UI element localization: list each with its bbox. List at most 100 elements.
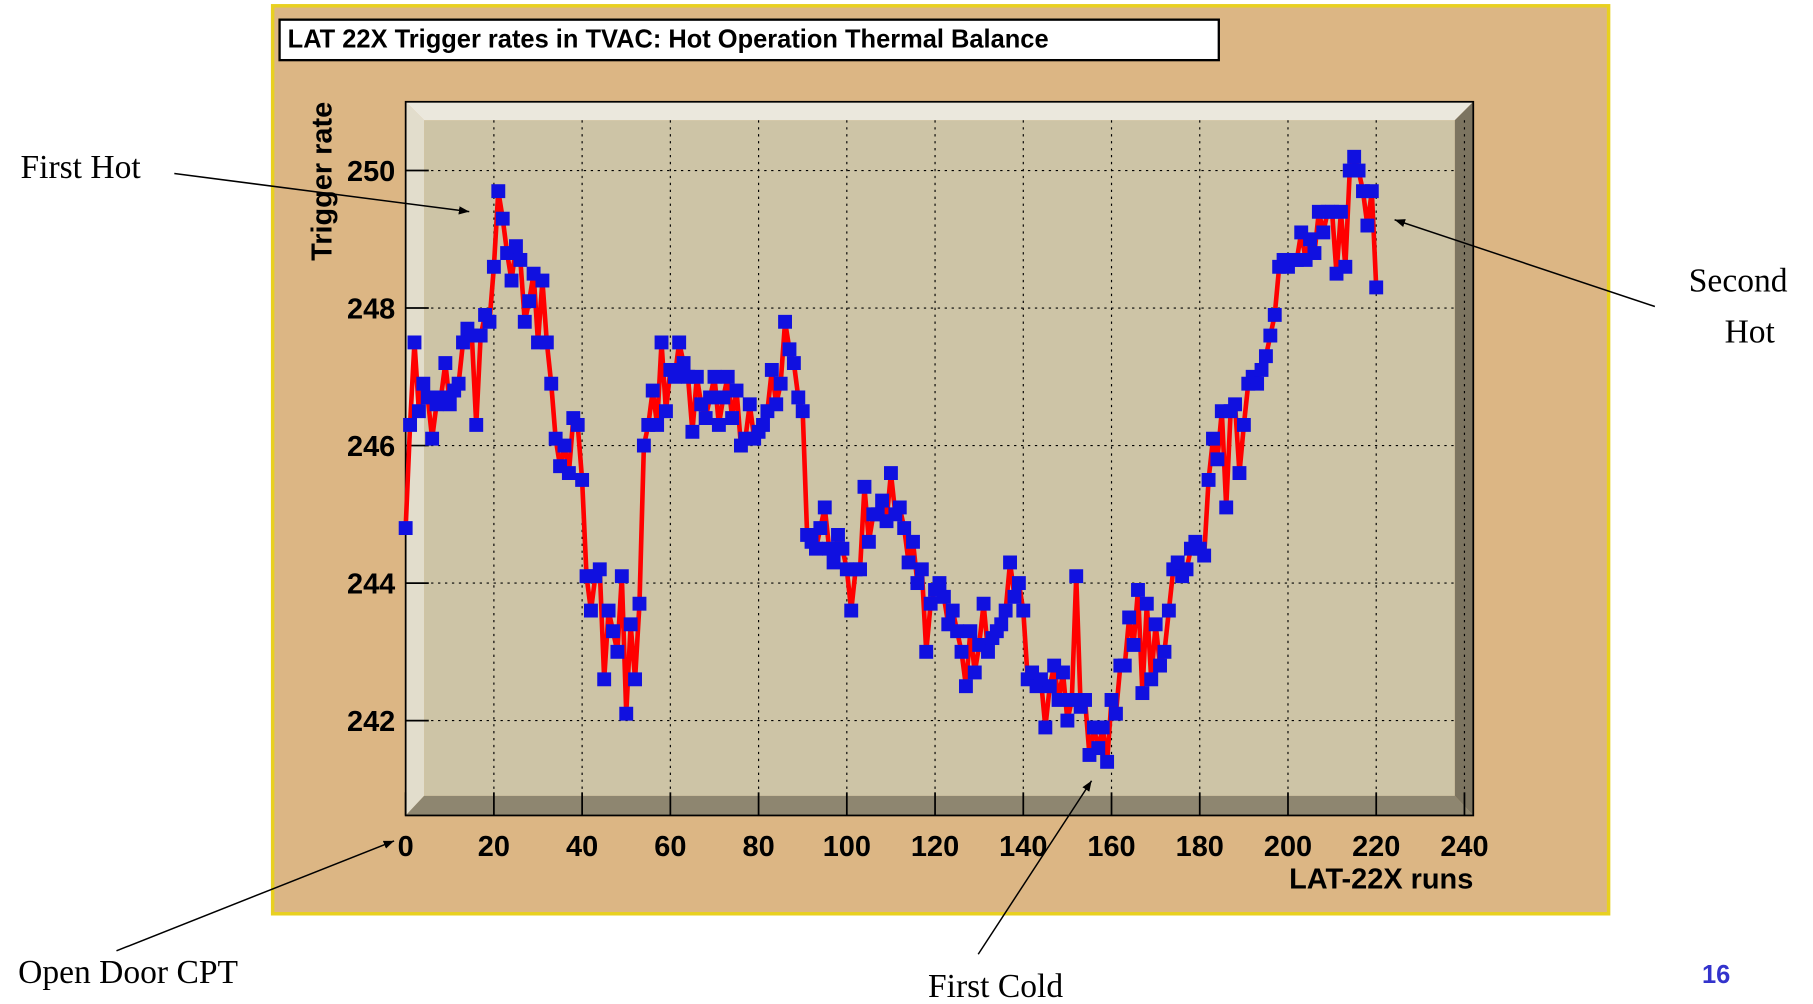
data-point bbox=[584, 603, 598, 618]
data-point bbox=[1338, 259, 1353, 274]
data-point bbox=[438, 356, 453, 370]
data-point bbox=[407, 335, 422, 350]
data-point bbox=[831, 528, 845, 542]
data-point bbox=[1307, 246, 1322, 260]
y-tick-label: 250 bbox=[347, 156, 395, 188]
data-point bbox=[1161, 603, 1176, 618]
data-point bbox=[1135, 686, 1150, 701]
data-point bbox=[764, 362, 779, 377]
data-point bbox=[1360, 218, 1375, 233]
data-point bbox=[1144, 672, 1159, 687]
data-point bbox=[654, 335, 669, 350]
data-point bbox=[1078, 693, 1092, 707]
data-point bbox=[614, 569, 629, 584]
data-point bbox=[1333, 204, 1348, 219]
bevel-bottom bbox=[405, 795, 1474, 816]
data-point bbox=[976, 596, 991, 611]
data-point bbox=[689, 369, 704, 384]
data-point bbox=[958, 679, 973, 694]
data-point bbox=[606, 624, 620, 639]
data-point bbox=[1250, 376, 1265, 391]
chart-title: LAT 22X Trigger rates in TVAC: Hot Opera… bbox=[288, 25, 1049, 53]
data-point bbox=[1104, 693, 1119, 707]
data-point bbox=[451, 376, 466, 391]
plot-content: 242 244 246 248 250 0 20 40 60 80 100 120 140 160 180 2… bbox=[347, 120, 1489, 863]
x-tick-label: 100 bbox=[823, 831, 871, 863]
data-point bbox=[636, 438, 651, 453]
data-point bbox=[1069, 569, 1084, 584]
annotation: Open Door CPT bbox=[18, 954, 238, 991]
data-point bbox=[981, 644, 995, 659]
y-tick-label: 246 bbox=[347, 431, 395, 463]
annotation: Second bbox=[1689, 262, 1788, 299]
data-point bbox=[808, 541, 823, 556]
data-point bbox=[826, 555, 841, 570]
data-point bbox=[1131, 583, 1145, 597]
data-point bbox=[482, 314, 497, 329]
data-point bbox=[1303, 232, 1317, 247]
data-point bbox=[932, 576, 947, 591]
x-tick-label: 240 bbox=[1440, 831, 1488, 863]
data-point bbox=[729, 383, 744, 398]
data-point bbox=[711, 417, 726, 432]
data-point bbox=[645, 383, 660, 398]
data-point bbox=[945, 603, 960, 618]
frame-border bbox=[404, 100, 1475, 817]
x-tick-label: 180 bbox=[1176, 831, 1224, 863]
data-point bbox=[1197, 548, 1212, 563]
x-tick-label: 140 bbox=[999, 831, 1047, 863]
annotation: First Cold bbox=[928, 968, 1063, 1004]
data-point bbox=[1228, 397, 1242, 412]
data-point bbox=[897, 521, 912, 536]
data-point bbox=[698, 411, 713, 425]
data-point bbox=[703, 390, 718, 405]
data-point bbox=[813, 521, 828, 536]
data-point bbox=[570, 417, 585, 432]
x-tick-label: 120 bbox=[911, 831, 959, 863]
data-point bbox=[954, 644, 969, 659]
data-point bbox=[425, 431, 440, 446]
y-tick-label: 242 bbox=[347, 706, 395, 738]
page-number: 16 bbox=[1702, 961, 1730, 989]
data-point bbox=[853, 562, 867, 577]
x-tick-label: 40 bbox=[566, 831, 598, 863]
data-point bbox=[659, 404, 673, 419]
data-point bbox=[1100, 754, 1115, 769]
data-point bbox=[539, 335, 554, 350]
data-point bbox=[517, 314, 532, 329]
data-point bbox=[416, 376, 431, 391]
data-point bbox=[1042, 679, 1057, 694]
data-point bbox=[473, 328, 488, 343]
data-point bbox=[1157, 644, 1172, 659]
data-point bbox=[1003, 555, 1017, 570]
data-point bbox=[742, 397, 757, 412]
data-point bbox=[1095, 720, 1110, 735]
data-point bbox=[1219, 500, 1234, 515]
data-point bbox=[667, 369, 682, 384]
data-point bbox=[1117, 658, 1132, 673]
data-point bbox=[597, 672, 612, 687]
data-point bbox=[592, 562, 607, 577]
data-point bbox=[756, 417, 770, 432]
annotation: First Hot bbox=[20, 149, 141, 186]
data-point bbox=[822, 541, 837, 556]
data-point bbox=[632, 596, 647, 611]
data-point bbox=[557, 438, 572, 453]
data-point bbox=[1369, 280, 1384, 295]
data-point bbox=[1258, 349, 1273, 364]
data-point bbox=[650, 417, 665, 432]
data-point bbox=[835, 541, 850, 556]
data-point bbox=[1206, 431, 1220, 446]
data-point bbox=[411, 404, 426, 419]
data-point bbox=[1364, 184, 1379, 199]
data-point bbox=[619, 706, 634, 721]
data-point bbox=[1139, 596, 1154, 611]
data-point bbox=[544, 376, 559, 391]
data-point bbox=[883, 466, 898, 481]
data-point bbox=[495, 211, 510, 226]
annotation-arrow bbox=[1394, 219, 1656, 308]
data-point bbox=[1201, 472, 1216, 487]
y-tick-label: 248 bbox=[347, 293, 395, 325]
annotation-arrow bbox=[174, 172, 470, 215]
